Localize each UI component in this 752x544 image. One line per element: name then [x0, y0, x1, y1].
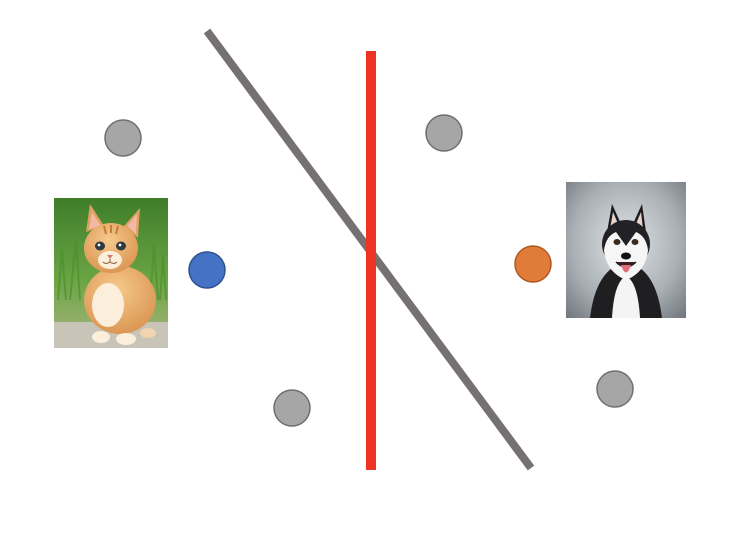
gray-point: [425, 114, 463, 152]
blue-point: [188, 251, 226, 289]
gray-point: [596, 370, 634, 408]
orange-point: [514, 245, 552, 283]
dog-photo: [566, 182, 686, 318]
gray-point: [104, 119, 142, 157]
cat-photo: [54, 198, 168, 348]
gray-point: [273, 389, 311, 427]
